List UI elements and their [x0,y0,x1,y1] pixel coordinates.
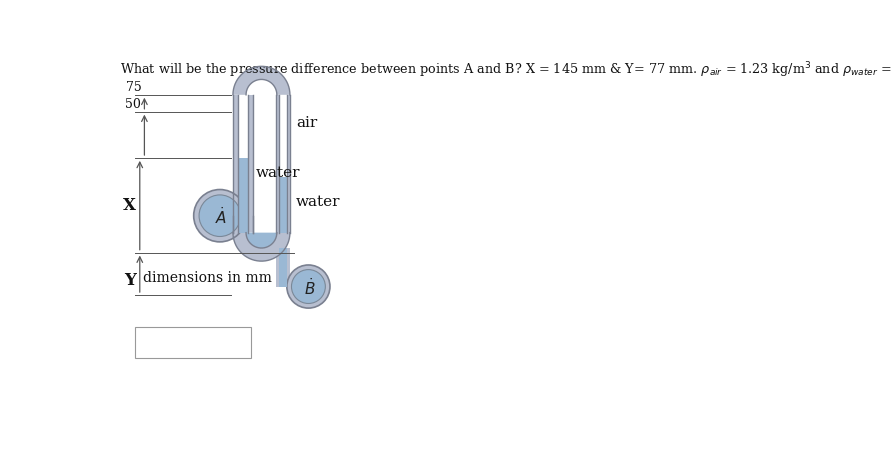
Polygon shape [233,233,290,261]
Text: dimensions in mm: dimensions in mm [143,271,272,285]
Circle shape [291,270,325,303]
Text: What will be the pressure difference between points A and B? X = 145 mm & Y= 77 : What will be the pressure difference bet… [119,60,891,80]
Text: 50: 50 [126,98,142,111]
Bar [238,158,249,233]
Bar [238,95,249,233]
Bar [279,177,287,233]
Text: water: water [296,195,340,209]
Polygon shape [246,233,277,248]
Bar [233,216,253,233]
Polygon shape [246,233,277,248]
Bar [233,95,253,233]
Circle shape [193,189,246,242]
Text: $\dot{B}$: $\dot{B}$ [304,277,315,298]
Polygon shape [233,66,290,95]
Bar [276,95,290,233]
Text: air: air [296,116,317,130]
Text: X: X [123,197,136,214]
Text: water: water [256,166,300,180]
Bar [276,248,290,287]
Text: Y: Y [124,272,136,289]
Bar [238,216,249,233]
Circle shape [287,265,330,308]
Bar [279,248,287,287]
Bar [135,327,250,358]
Circle shape [199,195,241,237]
Bar [279,95,287,233]
Text: $\dot{A}$: $\dot{A}$ [216,206,227,227]
Text: 75: 75 [126,81,142,94]
